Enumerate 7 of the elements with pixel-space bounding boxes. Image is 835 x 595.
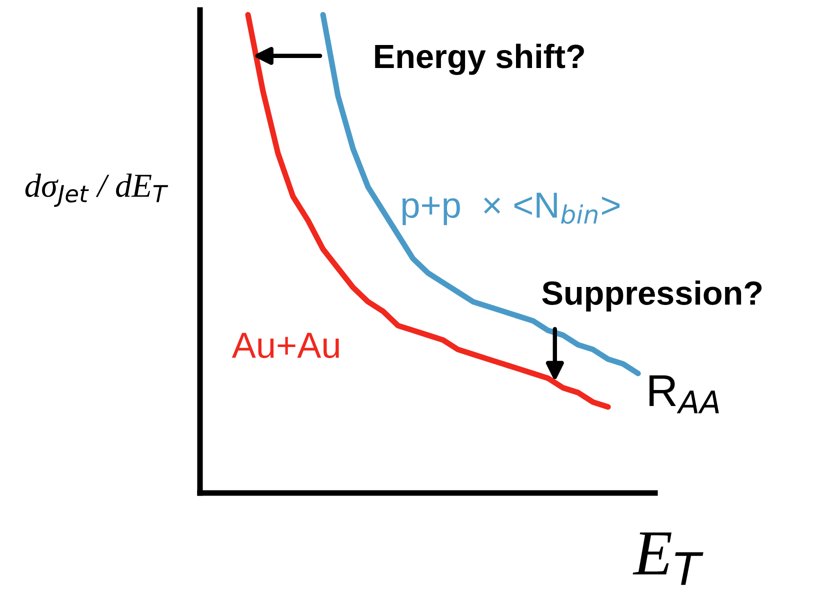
annotation: Suppression? [542, 280, 762, 312]
annotation: Energy shift? [375, 44, 584, 76]
y-axis-title: dσ$_{Jet}$ / dE$_{T}$ [25, 174, 168, 207]
series-label: Au+Au [232, 332, 339, 358]
series-label: p+p × <N$_{bin}$> [402, 192, 620, 226]
x-axis-title: E$_{T}$ [632, 532, 704, 585]
text: R$_{AA}$ [650, 375, 719, 414]
